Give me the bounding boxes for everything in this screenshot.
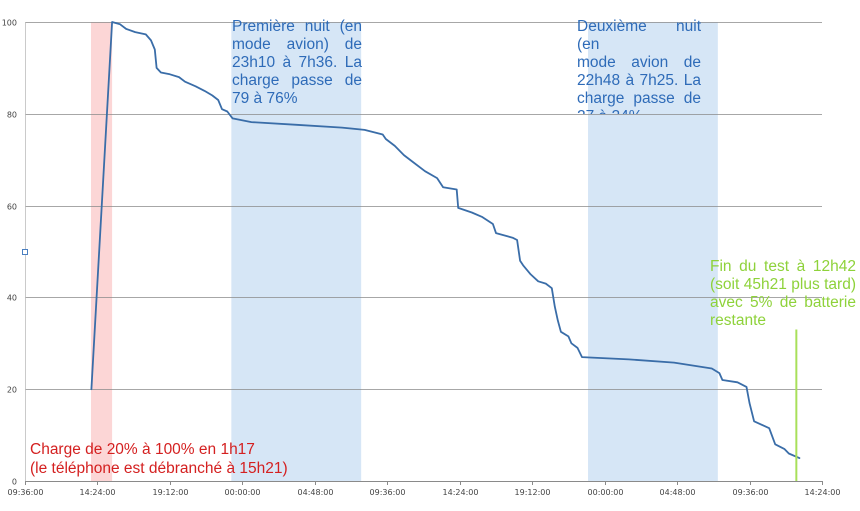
y-tick-label: 100 [2, 19, 17, 28]
annotation-line: avec 5% de batterie [710, 294, 856, 311]
series-layer [90, 21, 801, 459]
x-tick-label: 04:48:00 [298, 488, 334, 497]
y-tick-label: 80 [7, 111, 17, 120]
annotation-line: (le téléphone est débranché à 15h21) [30, 460, 288, 477]
annotation-line: Première nuit (en [232, 18, 362, 35]
y-tick-label: 20 [7, 386, 17, 395]
annotation-end-of-test: Fin du test à 12h42(soit 45h21 plus tard… [710, 258, 856, 329]
annotation-line: Charge de 20% à 100% en 1h17 [30, 441, 255, 458]
highlight-band-1 [231, 22, 362, 481]
x-tick-label: 14:24:00 [805, 488, 841, 497]
x-tick-label: 00:00:00 [225, 488, 261, 497]
x-tick-label: 09:36:00 [733, 488, 769, 497]
annotation-line: Fin du test à 12h42 [710, 258, 856, 275]
annotation-line: charge passe de [232, 72, 362, 89]
y-tick-label: 60 [7, 203, 17, 212]
annotation-line: mode avion de [577, 54, 701, 71]
x-tick-label: 09:36:00 [8, 488, 44, 497]
annotation-line: mode avion) de [232, 36, 362, 53]
axes: 0 20 40 60 80 100 09:36:00 14:24:00 19:12:00 00:0… [2, 19, 841, 498]
annotation-line: charge passe de [577, 90, 701, 107]
highlight-bands [90, 22, 718, 481]
x-tick-label: 00:00:00 [588, 488, 624, 497]
annotation-line: 27 à 24% [577, 108, 701, 114]
x-tick-label: 19:12:00 [153, 488, 189, 497]
series-line-0 [90, 21, 801, 459]
annotation-line: 23h10 à 7h36. La [232, 54, 362, 71]
x-tick-label: 14:24:00 [80, 488, 116, 497]
x-tick-label: 09:36:00 [370, 488, 406, 497]
axis-handle[interactable] [22, 249, 28, 255]
annotation-line: restante [710, 312, 767, 329]
highlight-band-0 [90, 22, 113, 481]
x-tick-label: 19:12:00 [515, 488, 551, 497]
annotation-line: Deuxième nuit (en [577, 18, 701, 53]
y-tick-label: 0 [12, 478, 17, 487]
x-tick-label: 14:24:00 [443, 488, 479, 497]
annotation-line: 22h48 à 7h25. La [577, 72, 701, 89]
gridlines [25, 22, 822, 390]
x-tick-label: 04:48:00 [660, 488, 696, 497]
y-tick-label: 40 [7, 294, 17, 303]
annotation-charge: Charge de 20% à 100% en 1h17 (le téléphon… [30, 441, 288, 477]
highlight-band-2 [588, 22, 718, 481]
annotation-line: 79 à 76% [232, 90, 298, 107]
annotation-line: (soit 45h21 plus tard) [710, 276, 856, 293]
